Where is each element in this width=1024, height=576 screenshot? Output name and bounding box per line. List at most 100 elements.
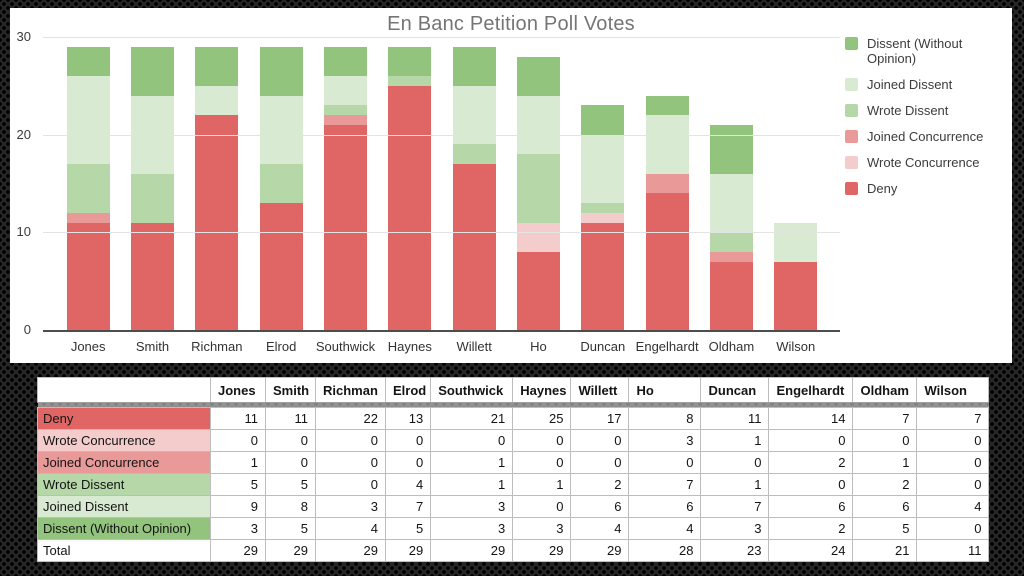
table-cell: 5 bbox=[265, 473, 316, 496]
table-cell: 0 bbox=[916, 517, 990, 540]
legend-swatch-icon bbox=[845, 37, 858, 50]
legend-item: Joined Dissent bbox=[845, 77, 1011, 92]
table-cell: 5 bbox=[210, 473, 266, 496]
bar-southwick bbox=[323, 46, 367, 330]
frozen-row-gap-cell bbox=[37, 402, 989, 408]
bar-richman bbox=[195, 46, 239, 330]
bar-segment bbox=[195, 85, 239, 116]
table-cell: 0 bbox=[916, 473, 990, 496]
column-header: Smith bbox=[265, 377, 316, 403]
table-cell: 5 bbox=[852, 517, 918, 540]
table-cell: 1 bbox=[700, 429, 770, 452]
column-header: Engelhardt bbox=[768, 377, 854, 403]
x-tick-label: Ho bbox=[530, 339, 547, 354]
table-cell: 17 bbox=[570, 407, 630, 430]
bar-segment bbox=[452, 163, 496, 330]
bar-slot bbox=[442, 37, 506, 330]
data-table: Jones Smith Richman Elrod Southwick Haynes Wil… bbox=[37, 377, 990, 562]
table-row: Joined Dissent 9 8 3 7 3 0 6 6 7 6 6 4 bbox=[37, 495, 990, 518]
table-cell: 11 bbox=[265, 407, 316, 430]
bar-segment bbox=[66, 222, 110, 330]
table-cell: 1 bbox=[852, 451, 918, 474]
table-cell: 22 bbox=[315, 407, 386, 430]
table-cell: 2 bbox=[768, 451, 854, 474]
table-cell: 4 bbox=[628, 517, 702, 540]
table-cell: 3 bbox=[315, 495, 386, 518]
bar-segment bbox=[709, 173, 753, 233]
bar-segment bbox=[130, 222, 174, 330]
bar-slot bbox=[120, 37, 184, 330]
table-cell: 11 bbox=[210, 407, 266, 430]
table-cell: 3 bbox=[700, 517, 770, 540]
table-cell: 0 bbox=[852, 429, 918, 452]
y-tick-label: 10 bbox=[16, 224, 31, 240]
bar-slot bbox=[313, 37, 377, 330]
gridline bbox=[43, 134, 840, 136]
bar-segment bbox=[709, 261, 753, 330]
row-label: Joined Dissent bbox=[37, 495, 211, 518]
bar-slot bbox=[699, 37, 763, 330]
table-cell: 0 bbox=[512, 429, 572, 452]
x-tick-label: Jones bbox=[70, 339, 106, 354]
table-cell: 2 bbox=[768, 517, 854, 540]
table-cell: 7 bbox=[384, 495, 432, 518]
bar-segment bbox=[323, 46, 367, 77]
bar-segment bbox=[645, 95, 689, 116]
x-tick-label: Elrod bbox=[265, 339, 297, 354]
table-cell: 1 bbox=[210, 451, 266, 474]
table-cell: 0 bbox=[315, 429, 386, 452]
bar-ho bbox=[516, 56, 560, 330]
x-tick-label: Engelhardt bbox=[635, 339, 699, 354]
table-cell: 4 bbox=[570, 517, 630, 540]
table-cell: 29 bbox=[210, 539, 266, 562]
table-cell: 29 bbox=[512, 539, 572, 562]
table-row: Dissent (Without Opinion) 3 5 4 5 3 3 4 4 3 2 5 0 bbox=[37, 517, 990, 540]
column-header: Southwick bbox=[430, 377, 514, 403]
legend-swatch-icon bbox=[845, 78, 858, 91]
x-tick-label: Haynes bbox=[387, 339, 432, 354]
bar-duncan bbox=[581, 105, 625, 330]
column-header: Duncan bbox=[700, 377, 770, 403]
bar-segment bbox=[259, 95, 303, 164]
x-tick-label: Southwick bbox=[315, 339, 376, 354]
table-cell: 0 bbox=[768, 429, 854, 452]
bar-segment bbox=[645, 193, 689, 330]
table-row: Joined Concurrence 1 0 0 0 1 0 0 0 0 2 1 0 bbox=[37, 451, 990, 474]
table-cell: 0 bbox=[265, 451, 316, 474]
bar-segment bbox=[709, 232, 753, 252]
bar-segment bbox=[66, 163, 110, 213]
legend-swatch-icon bbox=[845, 156, 858, 169]
table-cell: 29 bbox=[570, 539, 630, 562]
table-cell: 3 bbox=[430, 495, 514, 518]
row-label: Joined Concurrence bbox=[37, 451, 211, 474]
bar-segment bbox=[709, 124, 753, 174]
frozen-row-gap bbox=[37, 402, 989, 408]
bar-segment bbox=[774, 261, 818, 330]
bar-segment bbox=[516, 95, 560, 155]
legend-swatch-icon bbox=[845, 130, 858, 143]
legend-item: Deny bbox=[845, 181, 1011, 196]
chart-legend: Dissent (Without Opinion) Joined Dissent W… bbox=[845, 36, 1011, 207]
table-cell: 5 bbox=[265, 517, 316, 540]
bar-slot bbox=[56, 37, 120, 330]
table-cell: 6 bbox=[628, 495, 702, 518]
bar-segment bbox=[516, 222, 560, 252]
table-cell: 0 bbox=[628, 451, 702, 474]
table-cell: 3 bbox=[430, 517, 514, 540]
bar-smith bbox=[130, 46, 174, 330]
table-cell: 0 bbox=[570, 429, 630, 452]
bar-segment bbox=[195, 46, 239, 86]
bar-segment bbox=[323, 76, 367, 106]
table-cell: 29 bbox=[384, 539, 432, 562]
table-cell: 4 bbox=[315, 517, 386, 540]
table-cell: 7 bbox=[852, 407, 918, 430]
table-cell: 0 bbox=[265, 429, 316, 452]
table-cell: 23 bbox=[700, 539, 770, 562]
table-cell: 11 bbox=[700, 407, 770, 430]
legend-item: Wrote Concurrence bbox=[845, 155, 1011, 170]
table-cell: 0 bbox=[570, 451, 630, 474]
table-cell: 0 bbox=[916, 451, 990, 474]
bar-segment bbox=[581, 203, 625, 213]
bar-engelhardt bbox=[645, 95, 689, 330]
